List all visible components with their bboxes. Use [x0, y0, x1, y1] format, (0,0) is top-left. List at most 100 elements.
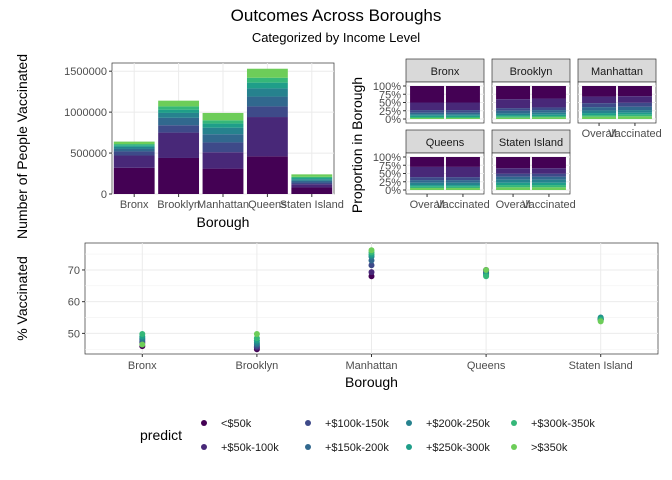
- y-tick-label: 70: [68, 265, 80, 277]
- point-bronx-300k-350k: [139, 331, 146, 338]
- bar-brooklyn-300k-350k: [158, 106, 200, 110]
- x-tick-label: Queens: [248, 199, 287, 211]
- x-tick-label: Queens: [467, 360, 506, 372]
- legend-key-150k-200k: [305, 444, 311, 450]
- x-tick-label: Vaccinated: [522, 199, 576, 211]
- legend-label: +$100k-150k: [325, 418, 389, 430]
- prop-bar-manhattan-vaccinated: [617, 96, 652, 103]
- prop-bar-staten-island-overall: [496, 179, 531, 183]
- bar-manhattan-100k-150k: [202, 142, 244, 153]
- prop-bar-staten-island-overall: [496, 176, 531, 180]
- prop-bar-brooklyn-vaccinated: [531, 107, 566, 111]
- prop-bar-queens-vaccinated: [445, 166, 480, 178]
- point-bronx-350k: [139, 341, 146, 348]
- prop-bar-brooklyn-overall: [496, 117, 531, 119]
- prop-bar-queens-vaccinated: [445, 186, 480, 189]
- prop-bar-brooklyn-overall: [496, 86, 531, 100]
- prop-bar-queens-overall: [410, 157, 445, 167]
- legend-label: >$350k: [531, 442, 568, 454]
- y-tick-label: 500000: [70, 148, 107, 160]
- point-manhattan-50k: [368, 273, 375, 280]
- y-axis-title: % Vaccinated: [14, 256, 30, 341]
- bar-staten-island-250k-300k: [291, 178, 333, 180]
- figure-subtitle: Categorized by Income Level: [252, 30, 420, 45]
- prop-bar-staten-island-vaccinated: [531, 157, 566, 169]
- legend-label: +$150k-200k: [325, 442, 389, 454]
- point-manhattan-350k: [368, 247, 375, 254]
- point-brooklyn-350k: [253, 331, 260, 338]
- prop-bar-bronx-vaccinated: [445, 114, 480, 116]
- bar-queens-50k: [246, 156, 288, 194]
- y-tick-label: 60: [68, 297, 80, 309]
- prop-bar-brooklyn-vaccinated: [531, 110, 566, 113]
- bar-staten-island-350k: [291, 174, 333, 177]
- prop-bar-manhattan-overall: [582, 107, 617, 111]
- bar-manhattan-350k: [202, 112, 244, 121]
- prop-bar-queens-vaccinated: [445, 188, 480, 190]
- x-tick-label: Manhattan: [197, 199, 249, 211]
- prop-bar-staten-island-overall: [496, 182, 531, 186]
- prop-bar-staten-island-overall: [496, 185, 531, 188]
- legend-label: +$250k-300k: [426, 442, 490, 454]
- prop-bar-manhattan-vaccinated: [617, 86, 652, 97]
- prop-bar-staten-island-overall: [496, 187, 531, 190]
- prop-bar-bronx-vaccinated: [445, 86, 480, 103]
- bar-queens-350k: [246, 68, 288, 78]
- legend-label: +$200k-250k: [426, 418, 490, 430]
- prop-bar-queens-overall: [410, 166, 445, 178]
- prop-bar-bronx-overall: [410, 102, 445, 111]
- prop-bar-bronx-overall: [410, 112, 445, 115]
- bar-bronx-50k-100k: [113, 155, 155, 168]
- x-axis-title: Borough: [197, 214, 250, 230]
- prop-bar-bronx-overall: [410, 86, 445, 103]
- x-tick-label: Staten Island: [569, 360, 633, 372]
- point-manhattan-50k-100k: [368, 269, 375, 276]
- legend-key-50k: [201, 420, 207, 426]
- y-tick-label: 0: [101, 189, 107, 201]
- prop-bar-bronx-overall: [410, 118, 445, 119]
- prop-bar-manhattan-overall: [582, 110, 617, 114]
- bar-brooklyn-200k-250k: [158, 112, 200, 118]
- legend-label: <$50k: [221, 418, 252, 430]
- y-tick-label: 25%: [379, 177, 401, 189]
- bar-queens-50k-100k: [246, 117, 288, 157]
- bar-bronx-150k-200k: [113, 148, 155, 152]
- prop-bar-staten-island-overall: [496, 173, 531, 177]
- facet-label: Bronx: [431, 66, 460, 78]
- point-queens-300k-350k: [483, 273, 490, 280]
- legend-label: +$300k-350k: [531, 418, 595, 430]
- prop-bar-bronx-vaccinated: [445, 117, 480, 119]
- x-tick-label: Overall: [496, 199, 531, 211]
- bar-brooklyn-50k-100k: [158, 132, 200, 158]
- prop-bar-queens-overall: [410, 188, 445, 190]
- legend-key-300k-350k: [511, 420, 517, 426]
- bar-bronx-300k-350k: [113, 144, 155, 146]
- bar-staten-island-200k-250k: [291, 179, 333, 181]
- point-manhattan-100k-150k: [368, 262, 375, 269]
- prop-bar-staten-island-vaccinated: [531, 176, 566, 180]
- prop-bar-brooklyn-vaccinated: [531, 86, 566, 99]
- prop-bar-bronx-vaccinated: [445, 118, 480, 119]
- y-tick-label: 75%: [379, 160, 401, 172]
- prop-bar-brooklyn-vaccinated: [531, 114, 566, 117]
- prop-bar-brooklyn-overall: [496, 110, 531, 114]
- x-tick-label: Overall: [410, 199, 445, 211]
- prop-bar-queens-vaccinated: [445, 180, 480, 183]
- facet-label: Manhattan: [591, 66, 643, 78]
- x-axis-title: Borough: [345, 374, 398, 390]
- facet-label: Staten Island: [499, 137, 563, 149]
- prop-bar-bronx-overall: [410, 114, 445, 116]
- prop-bar-manhattan-overall: [582, 115, 617, 117]
- prop-bar-bronx-overall: [410, 115, 445, 118]
- prop-bar-bronx-vaccinated: [445, 112, 480, 115]
- bar-queens-100k-150k: [246, 106, 288, 118]
- x-tick-label: Bronx: [128, 360, 157, 372]
- bar-queens-150k-200k: [246, 96, 288, 107]
- prop-bar-manhattan-overall: [582, 86, 617, 97]
- bar-brooklyn-50k: [158, 157, 200, 194]
- y-tick-label: 50: [68, 328, 80, 340]
- bar-staten-island-150k-200k: [291, 180, 333, 183]
- x-tick-label: Bronx: [120, 199, 149, 211]
